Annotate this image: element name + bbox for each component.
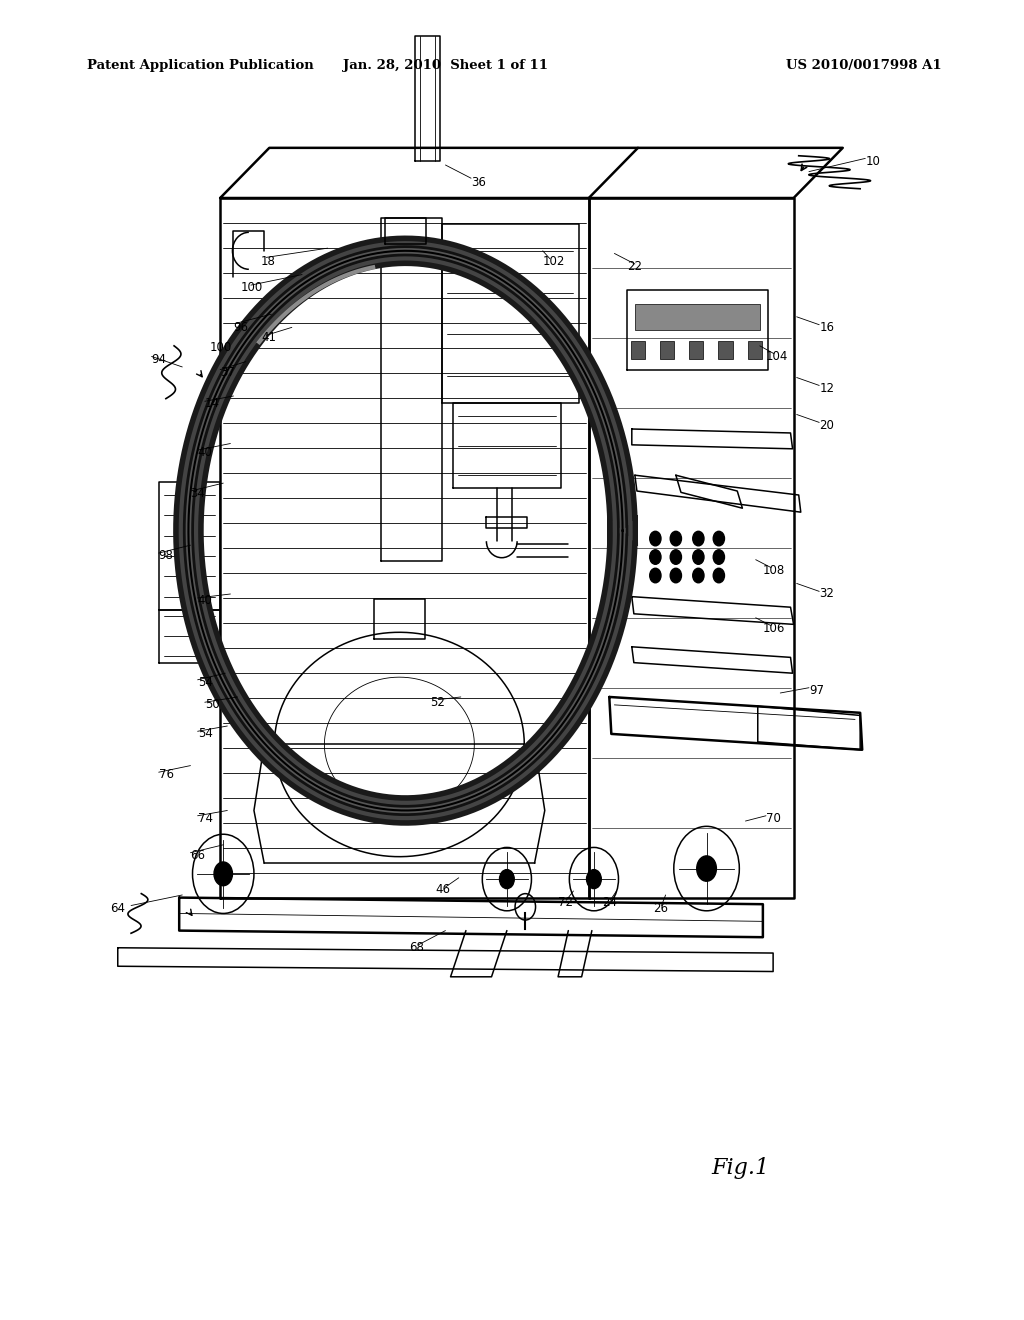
Text: 52: 52: [430, 696, 445, 709]
Circle shape: [650, 532, 662, 546]
Circle shape: [713, 569, 724, 583]
Text: 46: 46: [435, 883, 451, 896]
Circle shape: [500, 870, 514, 888]
Text: 10: 10: [865, 154, 881, 168]
Text: 50: 50: [205, 698, 219, 711]
Text: 66: 66: [190, 849, 206, 862]
Text: Jan. 28, 2010  Sheet 1 of 11: Jan. 28, 2010 Sheet 1 of 11: [343, 59, 548, 73]
Text: 70: 70: [766, 812, 781, 825]
Text: 40: 40: [198, 446, 213, 459]
Bar: [659, 341, 674, 359]
Text: 68: 68: [410, 941, 425, 954]
Circle shape: [650, 550, 662, 565]
Circle shape: [671, 569, 682, 583]
Text: 32: 32: [819, 587, 835, 601]
Text: 104: 104: [766, 350, 788, 363]
Circle shape: [713, 550, 724, 565]
Circle shape: [693, 532, 705, 546]
Circle shape: [693, 550, 705, 565]
Text: 94: 94: [152, 352, 167, 366]
Text: 54: 54: [198, 727, 213, 741]
Circle shape: [650, 569, 662, 583]
Text: Patent Application Publication: Patent Application Publication: [87, 59, 313, 73]
Text: 14: 14: [205, 397, 220, 411]
Text: US 2010/0017998 A1: US 2010/0017998 A1: [786, 59, 942, 73]
Text: 100: 100: [241, 281, 263, 294]
Text: 18: 18: [261, 255, 276, 268]
Text: 108: 108: [763, 564, 785, 577]
Bar: [748, 341, 762, 359]
Text: 100: 100: [210, 341, 232, 354]
Text: 97: 97: [809, 684, 824, 697]
Bar: [719, 341, 733, 359]
Bar: [689, 341, 703, 359]
Text: 20: 20: [819, 418, 835, 432]
Circle shape: [713, 532, 724, 546]
Text: 34: 34: [190, 487, 206, 500]
Text: 12: 12: [819, 381, 835, 395]
Bar: [631, 341, 645, 359]
Text: 64: 64: [111, 902, 126, 915]
Circle shape: [587, 870, 601, 888]
Bar: [635, 304, 760, 330]
Text: 41: 41: [261, 331, 276, 345]
Text: 22: 22: [627, 260, 642, 273]
Text: 54: 54: [198, 676, 213, 689]
Circle shape: [214, 862, 232, 886]
Circle shape: [671, 550, 682, 565]
Text: 72: 72: [558, 896, 573, 909]
Circle shape: [671, 532, 682, 546]
Text: 24: 24: [602, 896, 617, 909]
Text: 36: 36: [471, 176, 486, 189]
Text: 40: 40: [198, 594, 213, 607]
Text: 102: 102: [543, 255, 565, 268]
Text: Fig.1: Fig.1: [712, 1158, 770, 1179]
Circle shape: [693, 569, 705, 583]
Text: 96: 96: [233, 321, 249, 334]
Text: 106: 106: [763, 622, 785, 635]
Text: 37: 37: [220, 366, 236, 379]
Text: 74: 74: [198, 812, 213, 825]
Text: 16: 16: [819, 321, 835, 334]
Text: 98: 98: [159, 549, 174, 562]
Text: 26: 26: [653, 902, 669, 915]
Text: 76: 76: [159, 768, 174, 781]
Circle shape: [696, 855, 717, 882]
